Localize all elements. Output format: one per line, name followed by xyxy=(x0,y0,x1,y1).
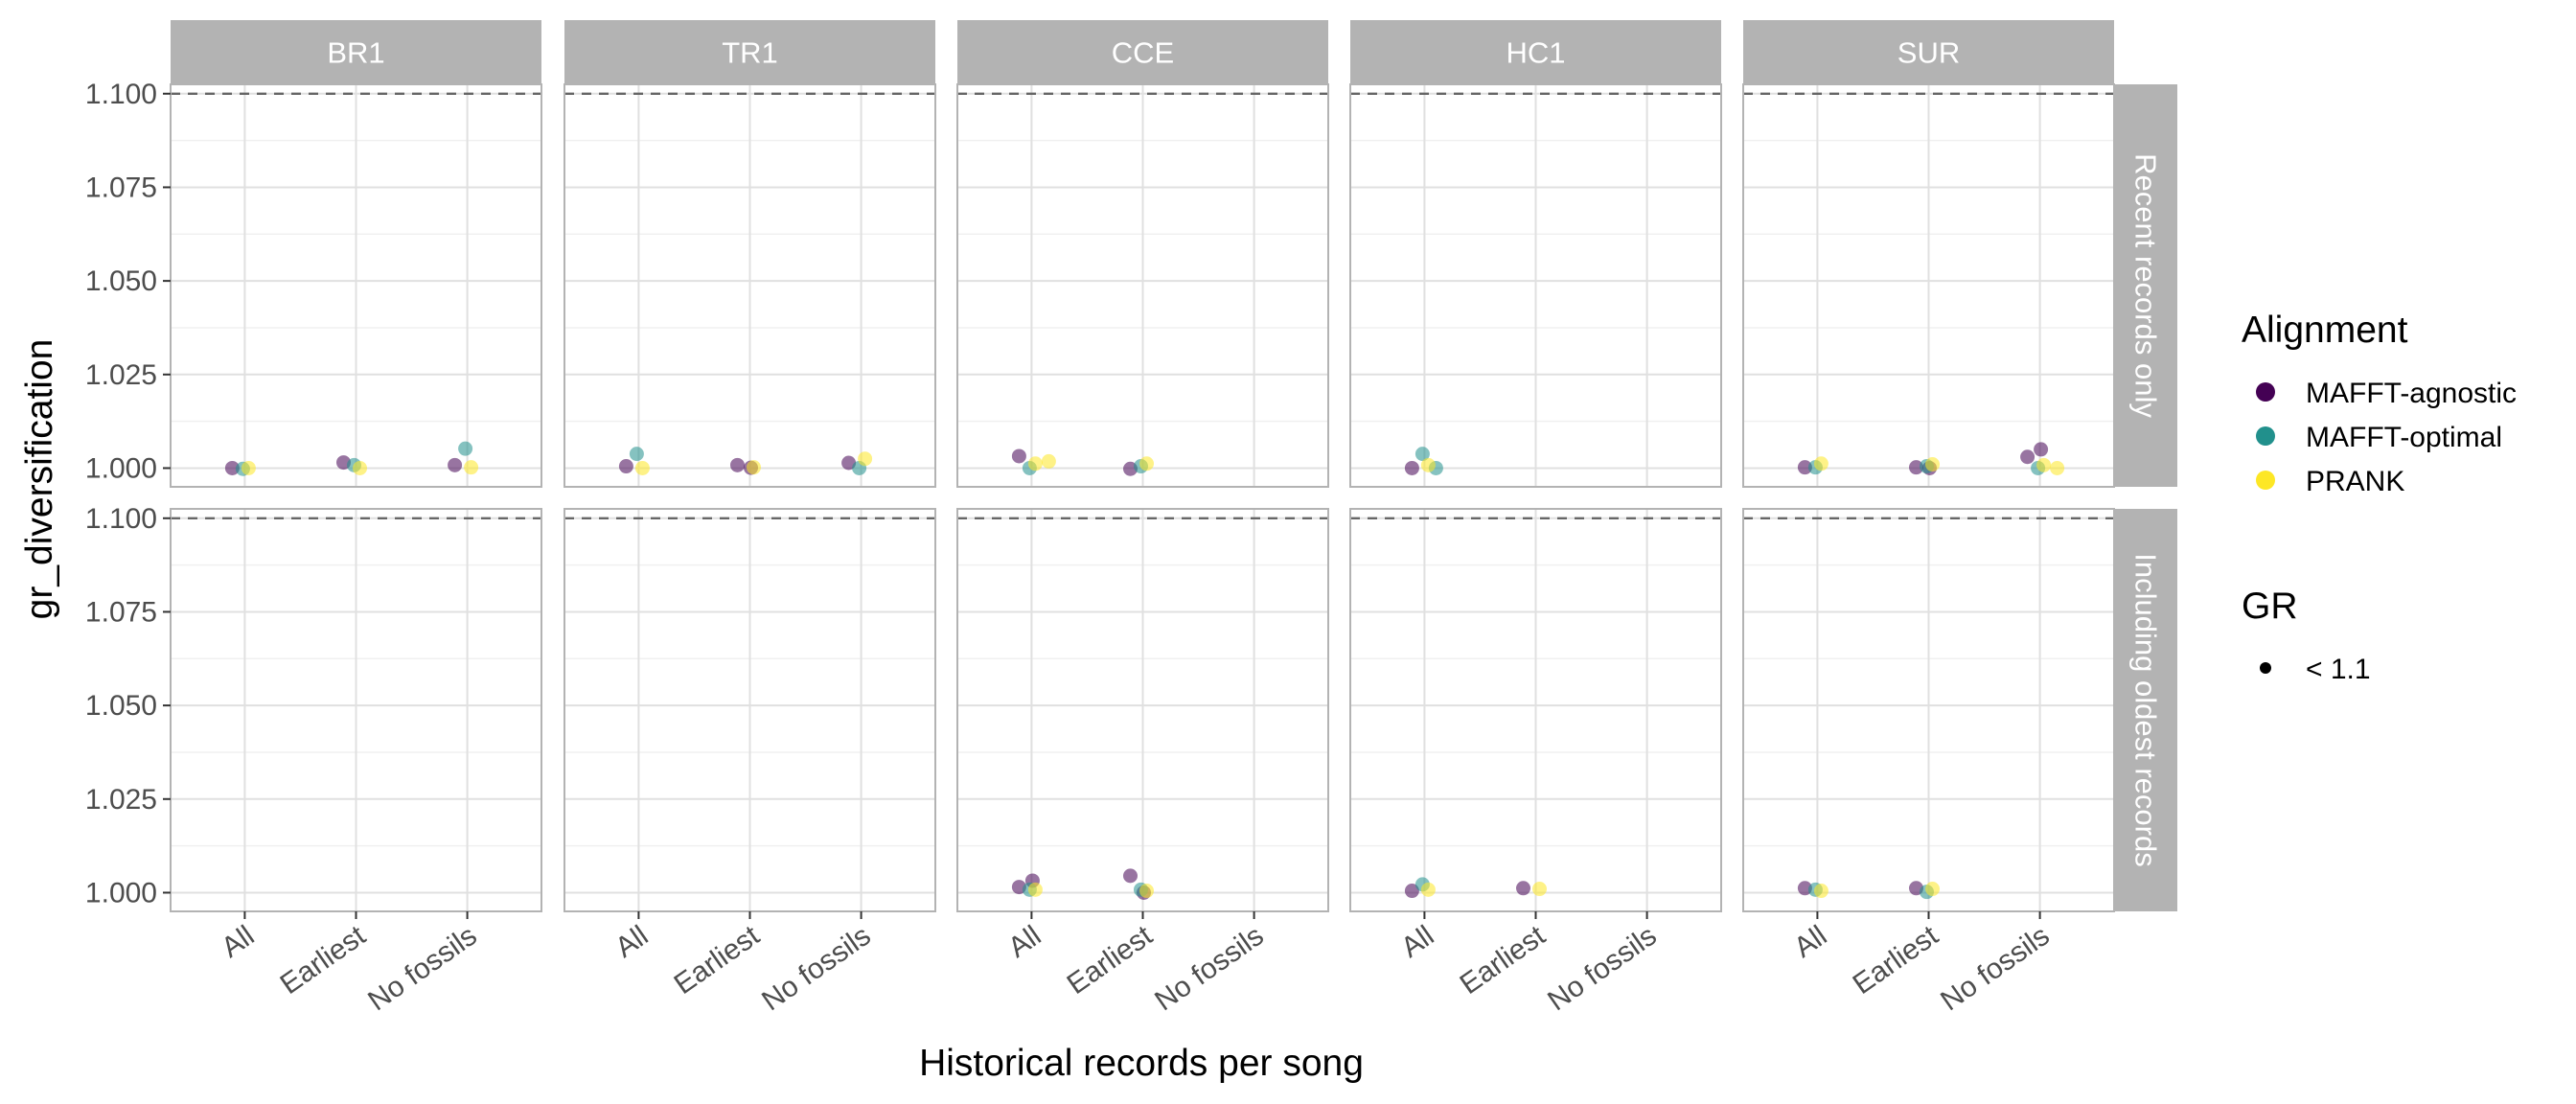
point-prank xyxy=(858,451,873,467)
point-prank xyxy=(1813,456,1828,472)
y-tick-label: 1.050 xyxy=(85,265,157,297)
point-mafft-agnostic xyxy=(448,457,463,472)
legend-alignment: Alignment MAFFT-agnostic MAFFT-optimal P… xyxy=(2242,310,2517,497)
point-mafft-agnostic xyxy=(1404,884,1419,899)
point-mafft-agnostic xyxy=(1404,460,1419,475)
y-tick-label: 1.025 xyxy=(85,784,157,816)
y-axis-title: gr_diversification xyxy=(19,339,60,620)
legend-alignment-title: Alignment xyxy=(2242,310,2408,351)
legend-key-mafft-optimal xyxy=(2256,426,2275,446)
point-mafft-agnostic xyxy=(1797,881,1812,896)
row-strip-label-2: Including oldest records xyxy=(2129,553,2163,866)
point-mafft-agnostic xyxy=(2020,449,2036,465)
point-prank xyxy=(1027,882,1043,897)
point-prank xyxy=(1139,456,1154,472)
point-prank xyxy=(1420,882,1436,897)
y-tick-label: 1.075 xyxy=(85,596,157,628)
point-prank xyxy=(634,460,650,475)
point-mafft-agnostic xyxy=(1516,881,1530,896)
facet-panel-tr1-row2 xyxy=(564,508,936,912)
point-prank xyxy=(353,460,367,475)
legend-key-mafft-agnostic xyxy=(2256,382,2275,402)
row-strip-1 xyxy=(2115,84,2177,487)
point-mafft-optimal xyxy=(1414,447,1430,462)
facet-panel-cce-row1 xyxy=(956,83,1329,488)
point-prank xyxy=(1027,456,1043,472)
point-mafft-optimal xyxy=(458,441,473,456)
facet-panels xyxy=(170,83,2115,912)
point-mafft-agnostic xyxy=(2034,442,2049,457)
strip-tr1 xyxy=(564,20,935,84)
point-prank xyxy=(1041,453,1056,469)
strip-sur xyxy=(1743,20,2114,84)
point-prank xyxy=(464,460,479,475)
point-mafft-agnostic xyxy=(618,459,633,474)
strip-label-sur: SUR xyxy=(1898,36,1960,70)
facet-row-strips: Recent records only Including oldest reco… xyxy=(2115,84,2177,911)
point-prank xyxy=(1813,884,1828,899)
y-tick-label: 1.100 xyxy=(85,79,157,110)
data-points xyxy=(224,441,2065,900)
point-prank xyxy=(2050,460,2065,475)
y-axis-ticks: 1.000 1.025 1.050 1.075 1.100 1.000 1.025 1.050… xyxy=(85,79,171,908)
y-tick-label: 1.025 xyxy=(85,359,157,391)
strip-label-tr1: TR1 xyxy=(722,36,778,70)
facet-panel-br1-row2 xyxy=(170,508,542,912)
legend-label-mafft-optimal: MAFFT-optimal xyxy=(2306,422,2502,453)
legend-label-prank: PRANK xyxy=(2306,466,2404,497)
y-tick-label: 1.050 xyxy=(85,690,157,722)
point-mafft-agnostic xyxy=(1797,460,1812,475)
facet-column-strips: BR1 TR1 CCE HC1 SUR xyxy=(171,20,2114,84)
point-prank xyxy=(241,460,256,475)
legend-key-gr xyxy=(2260,662,2271,674)
point-mafft-optimal xyxy=(629,447,644,462)
y-tick-label: 1.075 xyxy=(85,172,157,203)
strip-label-hc1: HC1 xyxy=(1506,36,1565,70)
point-prank xyxy=(1532,882,1547,897)
y-tick-label: 1.000 xyxy=(85,452,157,484)
point-mafft-agnostic xyxy=(1011,448,1026,464)
facet-panel-br1-row1 xyxy=(170,83,542,488)
point-mafft-agnostic xyxy=(730,457,745,472)
row-strip-2 xyxy=(2115,509,2177,911)
point-mafft-agnostic xyxy=(224,460,240,475)
legend-gr-title: GR xyxy=(2242,586,2298,627)
facet-panel-hc1-row1 xyxy=(1349,83,1722,488)
legend-gr: GR < 1.1 xyxy=(2242,586,2371,685)
strip-label-br1: BR1 xyxy=(327,36,384,70)
point-prank xyxy=(2036,457,2052,472)
point-prank xyxy=(747,460,761,475)
facet-panel-sur-row1 xyxy=(1742,83,2115,488)
strip-label-cce: CCE xyxy=(1112,36,1174,70)
facet-panel-sur-row2 xyxy=(1742,508,2115,912)
legend-label-gr: < 1.1 xyxy=(2306,654,2371,685)
point-mafft-agnostic xyxy=(1123,868,1138,884)
row-strip-label-1: Recent records only xyxy=(2129,153,2163,418)
strip-hc1 xyxy=(1350,20,1721,84)
strip-cce xyxy=(957,20,1328,84)
y-tick-label: 1.000 xyxy=(85,877,157,908)
legend-label-mafft-agnostic: MAFFT-agnostic xyxy=(2306,378,2517,409)
point-prank xyxy=(1139,884,1154,899)
legend-key-prank xyxy=(2256,471,2275,490)
point-prank xyxy=(1925,882,1940,897)
point-prank xyxy=(1420,457,1436,472)
strip-br1 xyxy=(171,20,541,84)
facet-panel-cce-row2 xyxy=(956,508,1329,912)
point-mafft-agnostic xyxy=(1909,460,1923,475)
facet-panel-tr1-row1 xyxy=(564,83,936,488)
y-tick-label: 1.100 xyxy=(85,503,157,535)
x-axis-title: Historical records per song xyxy=(919,1043,1364,1084)
point-prank xyxy=(1925,457,1940,472)
facet-panel-hc1-row2 xyxy=(1349,508,1722,912)
